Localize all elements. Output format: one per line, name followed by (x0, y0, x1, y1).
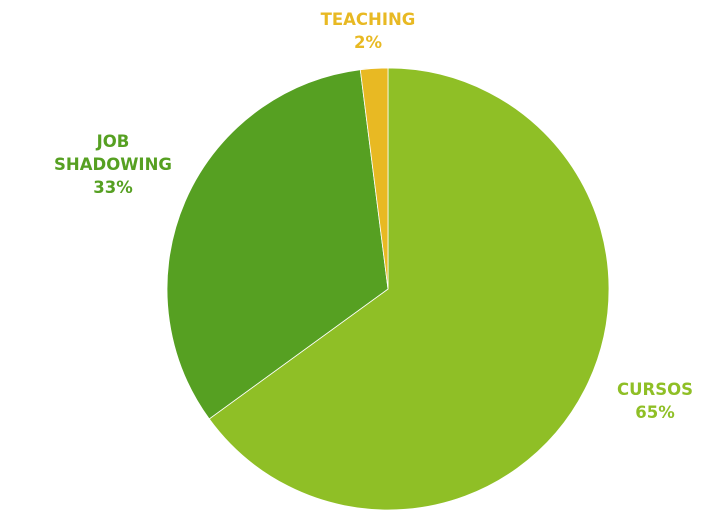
pie-slice-job-shadowing (166, 69, 389, 420)
slice-label-job-shadowing: JOB SHADOWING 33% (54, 132, 172, 197)
pie-labels: CURSOS 65% JOB SHADOWING 33% TEACHING 2% (54, 10, 693, 422)
slice-value-label: 65% (635, 403, 675, 422)
pie-slice-teaching (359, 67, 389, 290)
slice-category-label: CURSOS (617, 380, 693, 399)
pie-slice-cursos (208, 67, 610, 510)
slice-value-label: 2% (354, 33, 382, 52)
slice-category-label: TEACHING (321, 10, 416, 29)
slice-value-label: 33% (93, 178, 133, 197)
pie-slices (166, 67, 610, 510)
slice-label-cursos: CURSOS 65% (617, 380, 693, 422)
slice-category-label: JOB (96, 132, 130, 151)
slice-label-teaching: TEACHING 2% (321, 10, 416, 52)
slice-category-label: SHADOWING (54, 155, 172, 174)
